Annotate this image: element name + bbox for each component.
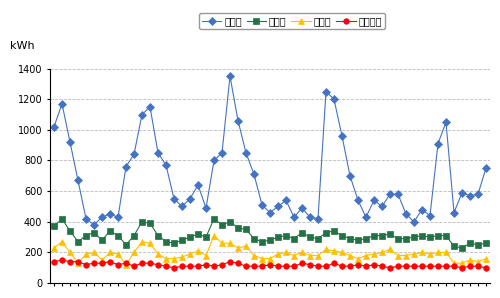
- 発電量: [459, 246, 465, 250]
- 売電量: [163, 257, 169, 260]
- 発電量: [139, 220, 145, 224]
- Line: 売電量: 売電量: [51, 233, 489, 268]
- 自家消費: [139, 261, 145, 265]
- 自家消費: [59, 258, 65, 262]
- 買電量: [227, 74, 233, 78]
- 売電量: [475, 260, 481, 263]
- 売電量: [483, 257, 489, 260]
- 買電量: [51, 125, 57, 128]
- 自家消費: [483, 266, 489, 270]
- 買電量: [107, 212, 113, 216]
- 自家消費: [163, 264, 169, 268]
- 発電量: [163, 240, 169, 243]
- 自家消費: [171, 266, 177, 270]
- 売電量: [451, 261, 457, 265]
- 買電量: [91, 223, 97, 227]
- Line: 買電量: 買電量: [51, 73, 489, 228]
- 買電量: [139, 113, 145, 116]
- 買電量: [475, 193, 481, 196]
- 発電量: [59, 217, 65, 221]
- 買電量: [451, 211, 457, 214]
- 発電量: [51, 225, 57, 228]
- 買電量: [163, 163, 169, 167]
- 売電量: [227, 241, 233, 245]
- 自家消費: [51, 260, 57, 263]
- 売電量: [123, 263, 129, 266]
- 自家消費: [475, 264, 481, 268]
- 自家消費: [107, 260, 113, 263]
- 自家消費: [451, 264, 457, 268]
- 発電量: [443, 234, 449, 238]
- 発電量: [219, 223, 225, 227]
- 売電量: [99, 258, 105, 262]
- Text: kWh: kWh: [10, 41, 35, 51]
- Legend: 買電量, 発電量, 売電量, 自家消費: 買電量, 発電量, 売電量, 自家消費: [199, 13, 385, 29]
- 売電量: [51, 246, 57, 250]
- Line: 自家消費: 自家消費: [51, 257, 489, 271]
- 売電量: [139, 240, 145, 243]
- 発電量: [107, 229, 113, 233]
- 発電量: [475, 243, 481, 246]
- 買電量: [219, 151, 225, 155]
- 売電量: [211, 234, 217, 238]
- Line: 発電量: 発電量: [51, 216, 489, 251]
- 自家消費: [227, 260, 233, 263]
- 発電量: [483, 241, 489, 245]
- 買電量: [483, 166, 489, 170]
